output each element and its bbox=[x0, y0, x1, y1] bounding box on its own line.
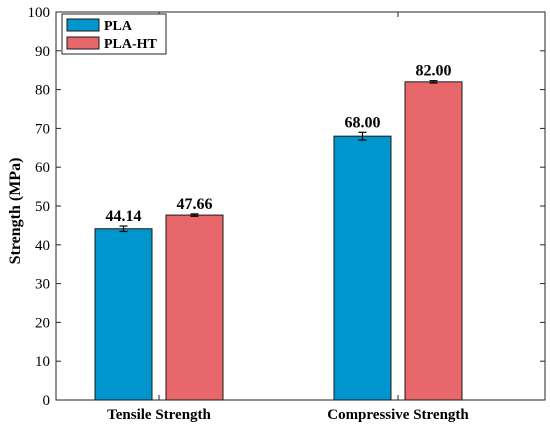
bar bbox=[333, 135, 392, 401]
legend-label: PLA-HT bbox=[104, 37, 158, 52]
data-label: 47.66 bbox=[177, 196, 213, 213]
y-tick-label: 80 bbox=[35, 83, 50, 99]
y-axis: 0 10 20 30 40 50 60 70 80 90 100 bbox=[28, 5, 545, 409]
y-tick-label: 100 bbox=[28, 5, 51, 21]
y-tick-label: 0 bbox=[43, 393, 51, 409]
data-label: 68.00 bbox=[345, 114, 381, 131]
y-tick-label: 50 bbox=[35, 199, 50, 215]
legend-label: PLA bbox=[104, 19, 133, 34]
legend-swatch bbox=[66, 18, 100, 32]
x-category-label: Compressive Strength bbox=[327, 407, 469, 423]
bar bbox=[165, 214, 224, 401]
y-tick-label: 60 bbox=[35, 160, 50, 176]
y-tick-label: 70 bbox=[35, 121, 50, 137]
y-axis-title: Strength (MPa) bbox=[7, 158, 24, 265]
data-label: 44.14 bbox=[106, 208, 142, 225]
y-tick-label: 20 bbox=[35, 315, 50, 331]
y-tick-label: 40 bbox=[35, 238, 50, 254]
bar bbox=[94, 228, 153, 401]
legend-swatch bbox=[66, 36, 100, 50]
x-category-label: Tensile Strength bbox=[107, 407, 211, 423]
bars-group: 44.14 47.66 68.00 82.00 bbox=[94, 63, 463, 401]
y-tick-label: 90 bbox=[35, 44, 50, 60]
bar bbox=[404, 81, 463, 401]
data-label: 82.00 bbox=[416, 63, 452, 80]
y-tick-label: 10 bbox=[35, 354, 50, 370]
x-axis: Tensile Strength Compressive Strength bbox=[107, 12, 469, 423]
y-tick-label: 30 bbox=[35, 277, 50, 293]
legend: PLA PLA-HT bbox=[61, 13, 167, 55]
